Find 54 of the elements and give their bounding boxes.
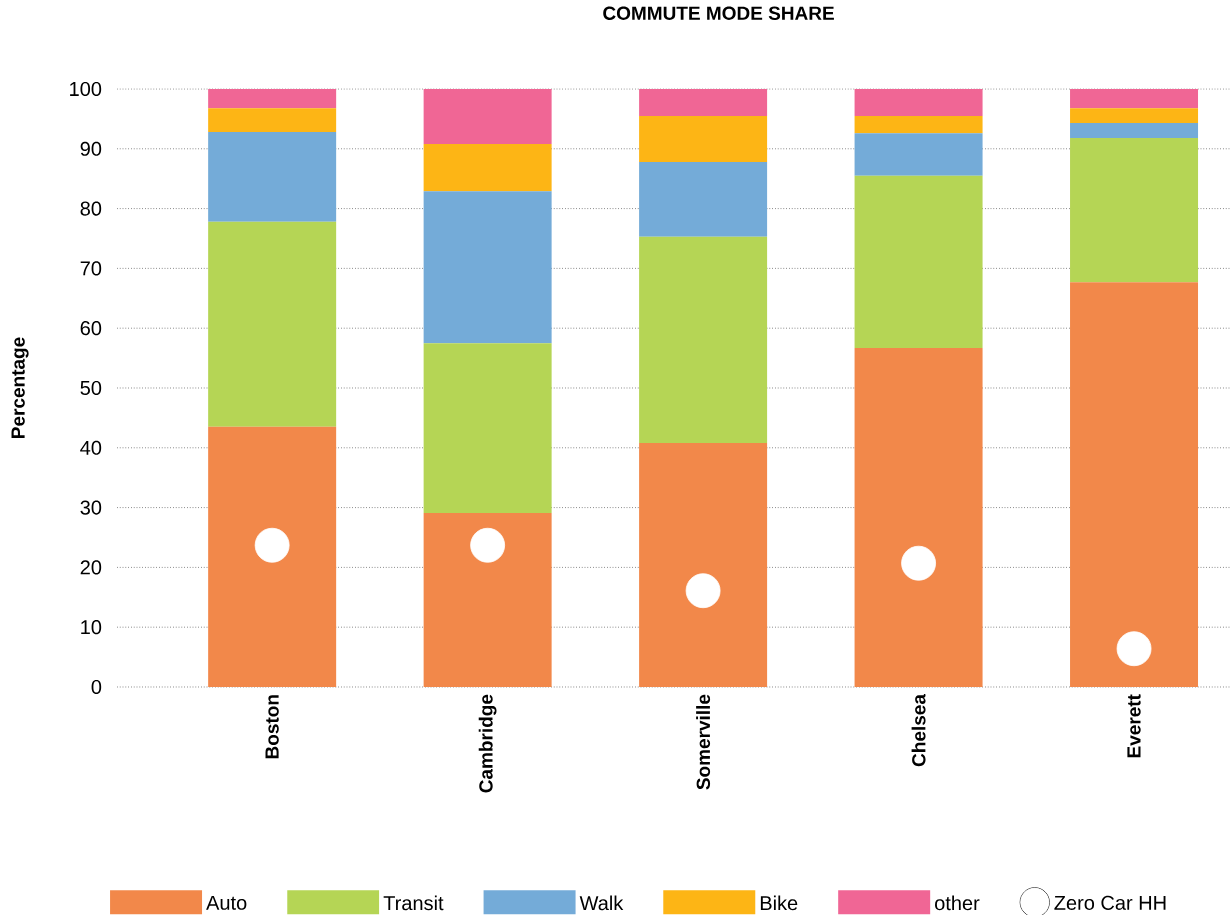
chart-title: COMMUTE MODE SHARE	[603, 6, 834, 20]
y-tick-label: 90	[80, 141, 102, 156]
x-tick-label: Boston	[265, 695, 279, 759]
bar	[639, 443, 768, 687]
bar	[854, 89, 983, 116]
bar	[1070, 89, 1199, 109]
point	[901, 545, 936, 581]
bar	[208, 89, 337, 109]
bar	[1070, 138, 1199, 283]
y-tick-label: 40	[80, 440, 102, 455]
legend-label: Bike	[760, 895, 798, 911]
legend-label: Zero Car HH	[1054, 895, 1166, 910]
y-tick-label: 30	[80, 500, 102, 515]
x-tick-label: Somerville	[696, 694, 711, 790]
bar	[208, 221, 337, 427]
bar	[1070, 282, 1199, 687]
y-tick-label: 80	[80, 201, 102, 216]
point	[1116, 631, 1152, 667]
bar	[639, 89, 768, 116]
bar	[854, 347, 983, 687]
bar	[639, 161, 768, 237]
point	[254, 527, 290, 563]
bar	[639, 115, 768, 162]
y-tick-label: 10	[81, 620, 102, 635]
bar	[208, 426, 337, 687]
y-axis-title: Percentage	[11, 337, 29, 438]
legend-label: Transit	[383, 895, 444, 911]
bar	[854, 133, 983, 176]
point	[685, 573, 721, 609]
bar	[208, 108, 337, 133]
y-tick-label: 0	[91, 679, 102, 695]
bar	[1070, 108, 1199, 124]
legend-label: Walk	[579, 895, 624, 911]
bar	[208, 132, 337, 222]
x-tick-label: Cambridge	[478, 694, 497, 793]
bar	[423, 89, 552, 144]
legend-label: Auto	[206, 895, 247, 910]
bar	[423, 512, 552, 687]
legend-label: other	[935, 895, 980, 911]
x-tick-label: Everett	[1127, 694, 1141, 758]
x-tick-label: Chelsea	[911, 693, 926, 767]
bar	[423, 343, 552, 513]
y-tick-label: 70	[80, 261, 102, 276]
y-tick-label: 60	[80, 321, 102, 336]
bar	[854, 175, 983, 348]
bar	[423, 144, 552, 192]
y-tick-label: 20	[80, 560, 102, 575]
bar	[639, 236, 768, 444]
y-tick-label: 50	[80, 380, 102, 396]
point	[470, 527, 506, 563]
bar	[423, 191, 552, 344]
bar	[854, 115, 983, 134]
bar	[1070, 123, 1199, 139]
y-tick-label: 100	[70, 81, 102, 97]
